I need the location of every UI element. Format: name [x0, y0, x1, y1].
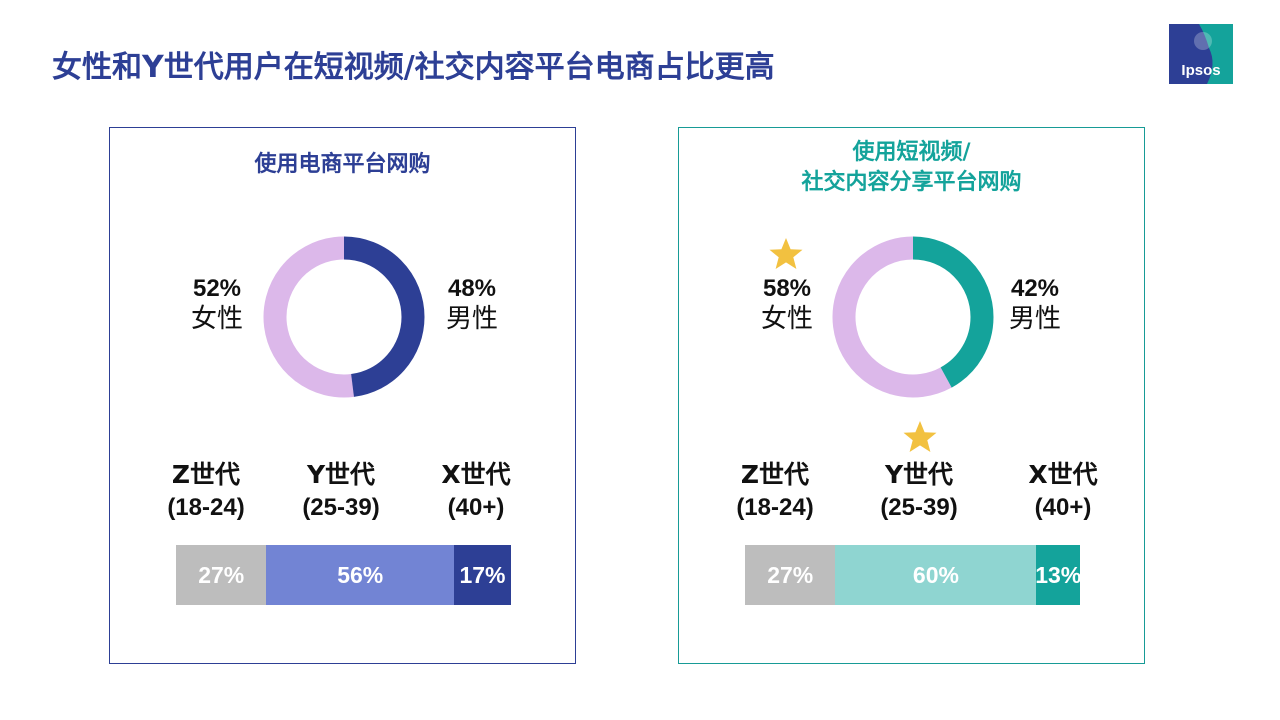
female-pct: 58%	[762, 275, 812, 302]
male-text: 男性	[445, 304, 498, 334]
gen-z-label: Z世代 (18-24)	[151, 458, 261, 524]
gen-x-label: X世代 (40+)	[1008, 458, 1118, 524]
bar-segment-gen-x: 13%	[1036, 545, 1080, 605]
female-text: 女性	[760, 304, 813, 334]
bar-segment-gen-z: 27%	[176, 545, 267, 605]
male-pct: 48%	[447, 275, 497, 302]
female-pct: 52%	[192, 275, 242, 302]
male-pct: 42%	[1010, 275, 1060, 302]
panel-title: 使用电商平台网购	[110, 150, 575, 180]
gen-z-label: Z世代 (18-24)	[720, 458, 830, 524]
donut-segment-male	[832, 236, 994, 398]
gen-range: (40+)	[447, 494, 505, 521]
gen-name: Y世代	[306, 460, 376, 489]
panel-title-line: 使用短视频/	[852, 140, 971, 165]
gen-range: (18-24)	[167, 494, 245, 521]
panel-title-line: 使用电商平台网购	[254, 152, 431, 177]
gen-range: (40+)	[1034, 494, 1092, 521]
gen-name: Z世代	[171, 460, 241, 489]
panel-title-line: 社交内容分享平台网购	[801, 170, 1022, 195]
short-video-panel: 使用短视频/ 社交内容分享平台网购 58% 女性 42% 男性 Z世代 (18-…	[678, 127, 1145, 664]
donut-segment-male	[263, 236, 425, 398]
gen-y-label: Y世代 (25-39)	[864, 458, 974, 524]
bar-segment-gen-y: 56%	[266, 545, 455, 605]
bar-segment-gen-y: 60%	[835, 545, 1037, 605]
gender-donut	[832, 236, 994, 398]
ipsos-logo-mark: Ipsos	[1169, 24, 1233, 84]
star-icon	[769, 238, 803, 269]
gen-y-label: Y世代 (25-39)	[286, 458, 396, 524]
gen-name: X世代	[441, 460, 511, 489]
female-label: 58% 女性	[747, 274, 827, 334]
female-text: 女性	[190, 304, 243, 334]
male-label: 42% 男性	[995, 274, 1075, 334]
panel-title: 使用短视频/ 社交内容分享平台网购	[679, 138, 1144, 198]
generation-stacked-bar: 27% 56% 17%	[176, 545, 511, 605]
ipsos-logo: Ipsos	[1169, 24, 1233, 84]
gen-range: (18-24)	[736, 494, 814, 521]
gen-range: (25-39)	[302, 494, 380, 521]
gen-name: Y世代	[884, 460, 954, 489]
gen-range: (25-39)	[880, 494, 958, 521]
female-label: 52% 女性	[177, 274, 257, 334]
gender-donut	[263, 236, 425, 398]
bar-segment-gen-x: 17%	[454, 545, 511, 605]
logo-text: Ipsos	[1181, 62, 1220, 79]
gen-x-label: X世代 (40+)	[421, 458, 531, 524]
bar-segment-gen-z: 27%	[745, 545, 836, 605]
male-text: 男性	[1008, 304, 1061, 334]
gen-name: Z世代	[740, 460, 810, 489]
page-title: 女性和Y世代用户在短视频/社交内容平台电商占比更高	[52, 50, 775, 85]
ecommerce-panel: 使用电商平台网购 52% 女性 48% 男性 Z世代 (18-24) Y世代 (…	[109, 127, 576, 664]
generation-stacked-bar: 27% 60% 13%	[745, 545, 1080, 605]
gen-name: X世代	[1028, 460, 1098, 489]
star-icon	[903, 421, 937, 452]
male-label: 48% 男性	[432, 274, 512, 334]
